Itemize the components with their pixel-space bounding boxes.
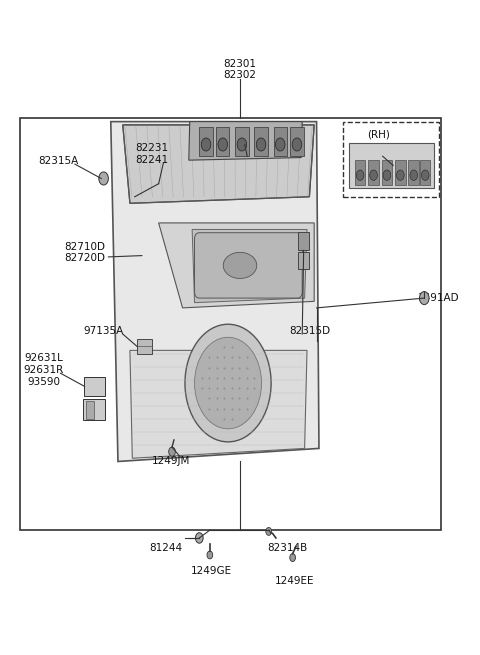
Polygon shape (111, 122, 319, 462)
Polygon shape (189, 122, 302, 160)
Text: 93580A: 93580A (363, 145, 404, 155)
Circle shape (266, 527, 272, 535)
Circle shape (207, 551, 213, 559)
Circle shape (383, 170, 391, 180)
Polygon shape (130, 350, 307, 458)
Text: 1249EE: 1249EE (276, 576, 315, 586)
Text: 82231
82241: 82231 82241 (135, 143, 168, 165)
Circle shape (99, 172, 108, 185)
Text: 1249JM: 1249JM (151, 457, 190, 466)
Circle shape (396, 170, 404, 180)
Bar (83, 400, 105, 421)
Bar (235, 128, 249, 157)
Circle shape (201, 138, 211, 151)
Circle shape (290, 553, 296, 561)
Circle shape (185, 324, 271, 442)
Text: 82315A: 82315A (38, 156, 78, 166)
Circle shape (276, 138, 285, 151)
Circle shape (421, 170, 429, 180)
Circle shape (168, 447, 175, 457)
Bar (290, 128, 304, 157)
Polygon shape (192, 229, 307, 303)
Text: 82710D
82720D: 82710D 82720D (64, 242, 105, 263)
Text: 97135A: 97135A (84, 326, 124, 336)
Circle shape (356, 170, 364, 180)
Polygon shape (158, 223, 314, 308)
Bar (395, 160, 406, 185)
Text: 92631L
92631R
93590: 92631L 92631R 93590 (24, 354, 64, 386)
Text: 81244: 81244 (149, 543, 182, 553)
FancyBboxPatch shape (194, 233, 302, 298)
Bar (199, 128, 213, 157)
Bar (20, 119, 441, 530)
Text: 93570B: 93570B (227, 143, 267, 153)
Polygon shape (348, 143, 434, 187)
Bar (86, 401, 94, 419)
Bar (343, 122, 439, 196)
Bar (408, 160, 419, 185)
Circle shape (237, 138, 247, 151)
Text: 1491AD: 1491AD (418, 293, 459, 303)
Bar (355, 160, 365, 185)
Circle shape (420, 291, 429, 305)
Text: 82315D: 82315D (289, 326, 330, 336)
Circle shape (256, 138, 266, 151)
Polygon shape (123, 125, 314, 203)
Text: 82301
82302: 82301 82302 (224, 58, 256, 80)
Text: 82314B: 82314B (268, 543, 308, 553)
Circle shape (194, 337, 262, 429)
Circle shape (370, 170, 377, 180)
Text: (RH): (RH) (367, 130, 390, 140)
Bar (420, 160, 431, 185)
Bar (84, 377, 105, 396)
Bar (216, 128, 229, 157)
Circle shape (410, 170, 418, 180)
Text: 1249GE: 1249GE (191, 566, 232, 576)
Bar (382, 160, 392, 185)
Circle shape (292, 138, 302, 151)
Ellipse shape (223, 252, 257, 278)
Bar (368, 160, 379, 185)
Bar (299, 232, 309, 250)
Bar (274, 128, 287, 157)
Circle shape (218, 138, 228, 151)
Bar (254, 128, 268, 157)
Bar (299, 252, 309, 269)
Circle shape (195, 533, 203, 543)
Bar (137, 339, 153, 354)
